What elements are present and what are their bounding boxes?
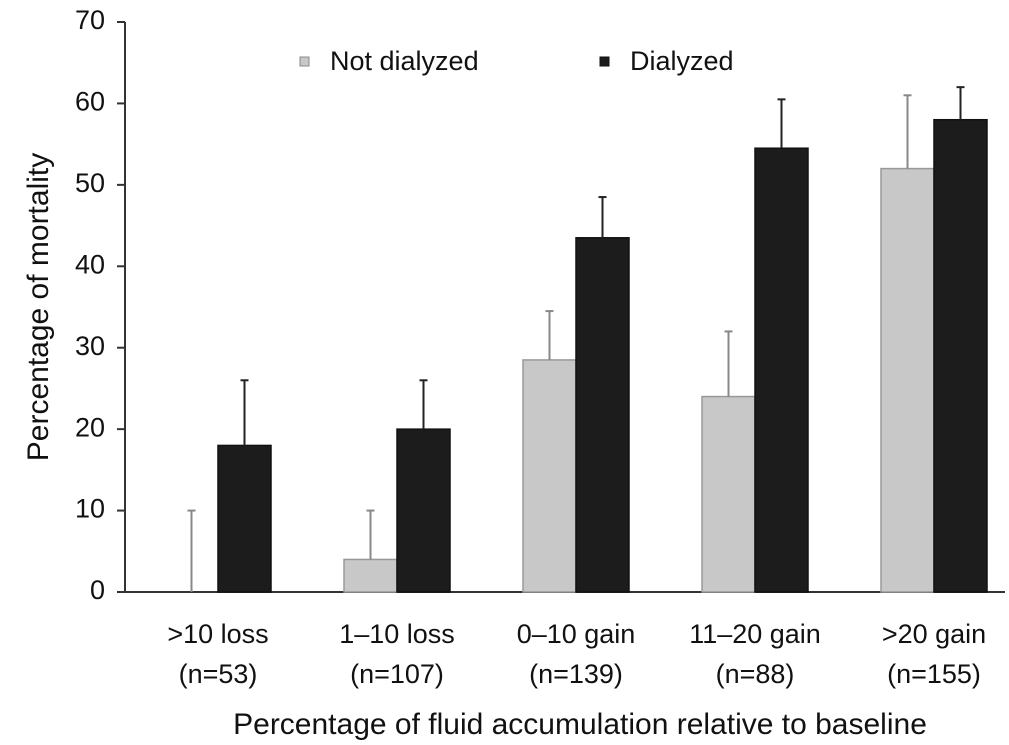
bar bbox=[701, 395, 756, 593]
x-tick-label: 0–10 gain bbox=[517, 619, 636, 649]
error-bar bbox=[366, 509, 375, 560]
bar bbox=[343, 558, 398, 593]
y-tick-label: 30 bbox=[75, 331, 105, 361]
x-tick-sublabel: (n=107) bbox=[350, 659, 444, 689]
x-tick-label: >10 loss bbox=[167, 619, 268, 649]
error-bar bbox=[777, 98, 786, 149]
y-tick-label: 70 bbox=[75, 5, 105, 35]
y-tick-label: 0 bbox=[90, 575, 105, 605]
error-bar bbox=[903, 94, 912, 169]
y-tick-label: 50 bbox=[75, 168, 105, 198]
legend-label: Not dialyzed bbox=[330, 46, 479, 76]
x-tick-label: >20 gain bbox=[882, 619, 986, 649]
y-axis-title: Percentage of mortality bbox=[22, 153, 55, 461]
error-bar bbox=[187, 509, 196, 592]
y-tick-label: 20 bbox=[75, 412, 105, 442]
x-tick-sublabel: (n=88) bbox=[716, 659, 795, 689]
bar bbox=[880, 167, 935, 593]
y-tick-label: 60 bbox=[75, 87, 105, 117]
x-tick-sublabel: (n=155) bbox=[887, 659, 981, 689]
error-bar bbox=[956, 86, 965, 120]
x-tick-label: 11–20 gain bbox=[689, 619, 821, 649]
bar bbox=[933, 118, 988, 593]
legend-label: Dialyzed bbox=[630, 46, 734, 76]
legend-marker bbox=[299, 56, 310, 67]
bar bbox=[754, 147, 809, 593]
error-bar bbox=[724, 330, 733, 397]
error-bar bbox=[598, 196, 607, 238]
error-bar bbox=[419, 379, 428, 430]
x-axis-title: Percentage of fluid accumulation relativ… bbox=[233, 708, 927, 741]
bar bbox=[217, 444, 272, 593]
x-tick-sublabel: (n=53) bbox=[179, 659, 258, 689]
y-tick-label: 40 bbox=[75, 249, 105, 279]
y-tick-label: 10 bbox=[75, 494, 105, 524]
bar bbox=[575, 237, 630, 593]
error-bar bbox=[240, 379, 249, 446]
legend-marker bbox=[599, 56, 610, 67]
error-bar bbox=[545, 310, 554, 360]
x-tick-sublabel: (n=139) bbox=[529, 659, 623, 689]
bar bbox=[396, 428, 451, 593]
bar bbox=[522, 359, 577, 593]
x-tick-label: 1–10 loss bbox=[339, 619, 455, 649]
